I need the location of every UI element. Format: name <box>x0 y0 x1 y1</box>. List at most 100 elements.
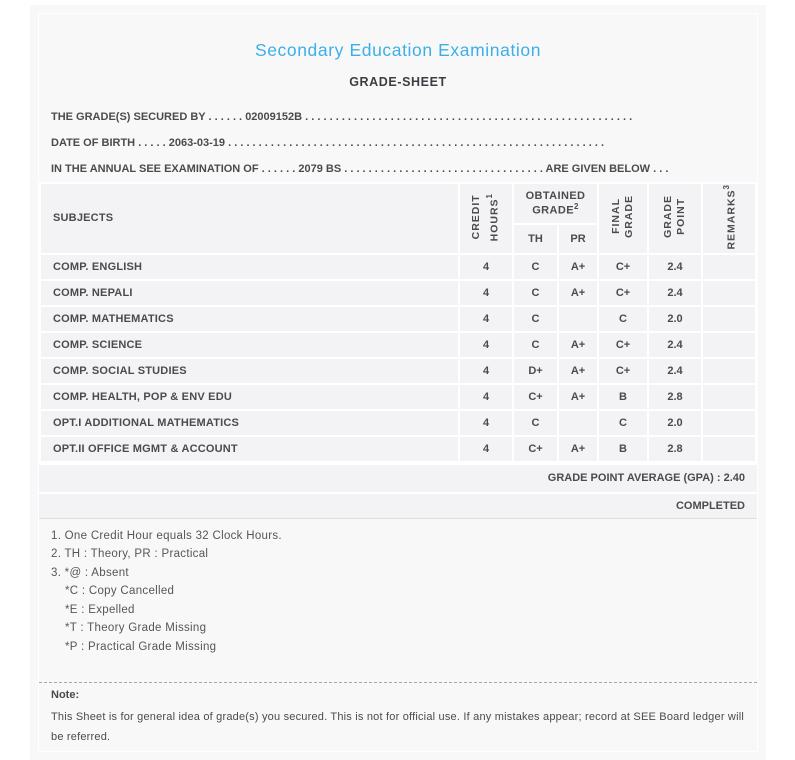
table-row: COMP. MATHEMATICS 4 C C 2.0 <box>39 304 757 333</box>
table-row: OPT.II OFFICE MGMT & ACCOUNT 4 C+ A+ B 2… <box>39 434 757 463</box>
remarks-cell <box>701 278 757 307</box>
th-grade-cell: C+ <box>512 434 559 463</box>
info-label: IN THE ANNUAL SEE EXAMINATION OF <box>51 163 259 175</box>
column-header-final-grade: FINAL GRADE <box>597 182 649 255</box>
subject-cell: OPT.II OFFICE MGMT & ACCOUNT <box>39 434 460 463</box>
info-value: 2063-03-19 <box>168 137 226 149</box>
grade-point-cell: 2.4 <box>647 356 703 385</box>
th-grade-cell: C <box>512 278 559 307</box>
dashed-separator <box>39 682 757 684</box>
footnotes-block: 1. One Credit Hour equals 32 Clock Hours… <box>39 527 757 657</box>
dotted-leader: . . . . . . <box>261 163 296 175</box>
pr-grade-cell: A+ <box>557 330 599 359</box>
table-row: COMP. HEALTH, POP & ENV EDU 4 C+ A+ B 2.… <box>39 382 757 411</box>
note-label: Note: <box>51 689 80 702</box>
pr-grade-cell: A+ <box>557 382 599 411</box>
subject-cell: COMP. MATHEMATICS <box>39 304 460 333</box>
subject-cell: OPT.I ADDITIONAL MATHEMATICS <box>39 408 460 437</box>
subject-cell: COMP. SCIENCE <box>39 330 460 359</box>
column-header-grade-point: GRADE POINT <box>647 182 703 255</box>
column-header-remarks: REMARKS3 <box>701 182 757 255</box>
pr-grade-cell <box>557 408 599 437</box>
final-grade-cell: C+ <box>597 278 649 307</box>
grade-point-cell: 2.4 <box>647 330 703 359</box>
info-value: 02009152B <box>245 111 303 123</box>
remarks-cell <box>701 408 757 437</box>
info-value: 2079 BS <box>298 163 342 175</box>
subject-cell: COMP. SOCIAL STUDIES <box>39 356 460 385</box>
student-info-line: DATE OF BIRTH . . . . . 2063-03-19 . . .… <box>51 130 745 156</box>
column-header-credit-hours: CREDIT HOURS1 <box>458 182 514 255</box>
credit-hours-cell: 4 <box>458 434 514 463</box>
final-grade-cell: C+ <box>597 330 649 359</box>
final-grade-cell: C <box>597 408 649 437</box>
credit-hours-cell: 4 <box>458 278 514 307</box>
final-grade-cell: C+ <box>597 356 649 385</box>
final-grade-cell: C+ <box>597 252 649 281</box>
column-header-pr: PR <box>557 223 599 255</box>
dotted-leader: . . . . . . . . . . . . . . . . . . . . … <box>228 137 605 149</box>
column-header-subjects: SUBJECTS <box>39 182 460 255</box>
credit-hours-cell: 4 <box>458 408 514 437</box>
info-label: DATE OF BIRTH <box>51 137 136 149</box>
th-grade-cell: C <box>512 304 559 333</box>
page-title: Secondary Education Examination <box>254 40 542 60</box>
grade-point-cell: 2.4 <box>647 278 703 307</box>
student-info-block: THE GRADE(S) SECURED BY . . . . . . 0200… <box>39 104 757 182</box>
remarks-cell <box>701 330 757 359</box>
th-grade-cell: C <box>512 330 559 359</box>
pr-grade-cell: A+ <box>557 252 599 281</box>
subject-cell: COMP. NEPALI <box>39 278 460 307</box>
grade-point-cell: 2.8 <box>647 382 703 411</box>
footnote-item: 3. *@ : Absent <box>51 566 129 579</box>
table-row: COMP. ENGLISH 4 C A+ C+ 2.4 <box>39 252 757 281</box>
grades-table: SUBJECTS CREDIT HOURS1 OBTAINED GRADE2 FI… <box>39 181 757 463</box>
dotted-leader: . . . . . <box>138 137 166 149</box>
footnote-item: *C : Copy Cancelled <box>65 585 175 598</box>
credit-hours-cell: 4 <box>458 356 514 385</box>
credit-hours-cell: 4 <box>458 382 514 411</box>
remarks-cell <box>701 252 757 281</box>
table-row: COMP. NEPALI 4 C A+ C+ 2.4 <box>39 278 757 307</box>
pr-grade-cell <box>557 304 599 333</box>
table-row: COMP. SOCIAL STUDIES 4 D+ A+ C+ 2.4 <box>39 356 757 385</box>
column-header-obtained-grade: OBTAINED GRADE2 <box>512 181 599 226</box>
status-badge: COMPLETED <box>675 499 745 512</box>
column-header-th: TH <box>512 223 559 255</box>
table-row: COMP. SCIENCE 4 C A+ C+ 2.4 <box>39 330 757 359</box>
final-grade-cell: B <box>597 382 649 411</box>
th-grade-cell: C <box>512 408 559 437</box>
remarks-cell <box>701 356 757 385</box>
footnote-item: 2. TH : Theory, PR : Practical <box>51 548 209 561</box>
page-subtitle: GRADE-SHEET <box>349 75 447 89</box>
dotted-leader: . . . . . . <box>208 111 243 123</box>
pr-grade-cell: A+ <box>557 434 599 463</box>
dotted-leader: . . . <box>653 163 669 175</box>
footnote-item: *P : Practical Grade Missing <box>65 640 217 653</box>
th-grade-cell: D+ <box>512 356 559 385</box>
student-info-line: IN THE ANNUAL SEE EXAMINATION OF . . . .… <box>51 156 745 182</box>
subject-cell: COMP. HEALTH, POP & ENV EDU <box>39 382 460 411</box>
th-grade-cell: C+ <box>512 382 559 411</box>
note-text: This Sheet is for general idea of grade(… <box>51 711 745 744</box>
grade-sheet-panel: Secondary Education Examination GRADE-SH… <box>30 5 766 760</box>
status-row: COMPLETED <box>39 493 757 519</box>
pr-grade-cell: A+ <box>557 278 599 307</box>
student-info-line: THE GRADE(S) SECURED BY . . . . . . 0200… <box>51 104 745 130</box>
dotted-leader: . . . . . . . . . . . . . . . . . . . . … <box>305 111 633 123</box>
grade-point-cell: 2.0 <box>647 408 703 437</box>
final-grade-cell: B <box>597 434 649 463</box>
final-grade-cell: C <box>597 304 649 333</box>
credit-hours-cell: 4 <box>458 304 514 333</box>
grade-point-cell: 2.0 <box>647 304 703 333</box>
footnote-item: *T : Theory Grade Missing <box>65 622 207 635</box>
panel-inner-border: Secondary Education Examination GRADE-SH… <box>38 13 758 752</box>
remarks-cell <box>701 382 757 411</box>
gpa-value-line: GRADE POINT AVERAGE (GPA) : 2.40 <box>547 471 745 484</box>
dotted-leader: . . . . . . . . . . . . . . . . . . . . … <box>344 163 543 175</box>
credit-hours-cell: 4 <box>458 252 514 281</box>
info-suffix: ARE GIVEN BELOW <box>545 163 651 175</box>
th-grade-cell: C <box>512 252 559 281</box>
pr-grade-cell: A+ <box>557 356 599 385</box>
table-row: OPT.I ADDITIONAL MATHEMATICS 4 C C 2.0 <box>39 408 757 437</box>
